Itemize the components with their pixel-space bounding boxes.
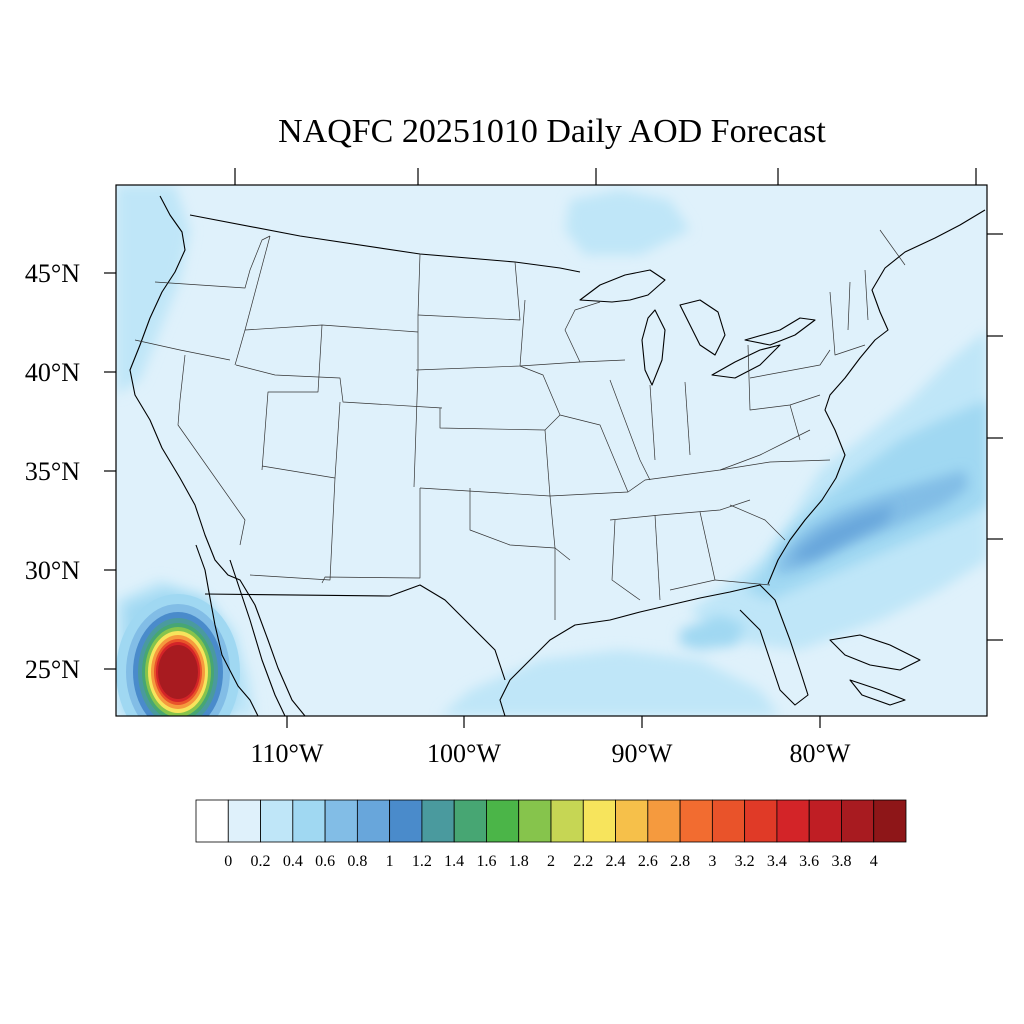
colorbar-label: 1.8	[509, 853, 529, 870]
state-boundaries	[134, 229, 906, 620]
colorbar-label: 2.8	[670, 853, 690, 870]
colorbar-swatch	[453, 799, 487, 843]
colorbar-swatch	[711, 799, 746, 843]
colorbar-label: 3.6	[799, 853, 819, 870]
aod-colorbar: 0 0.2 0.4 0.6 0.8 1 1.2 1.4 1.6 1.8 2 2.2 2.4 2.6 2.8 3…	[195, 799, 907, 870]
colorbar-label: 2	[547, 853, 555, 870]
colorbar-swatch	[518, 799, 552, 843]
colorbar-swatch	[873, 799, 907, 843]
lat-label: 45°N	[25, 259, 80, 288]
aod-baja-plume	[116, 594, 240, 716]
colorbar-swatch	[744, 799, 778, 843]
colorbar-label: 2.4	[606, 853, 626, 870]
map-title: NAQFC 20251010 Daily AOD Forecast	[278, 113, 826, 150]
lon-label: 80°W	[790, 739, 851, 768]
colorbar-label: 1.4	[444, 853, 464, 870]
colorbar-swatch	[647, 799, 681, 843]
colorbar-swatch	[421, 799, 455, 843]
lat-label: 40°N	[25, 358, 80, 387]
lat-label: 35°N	[25, 457, 80, 486]
aod-atlantic-core	[790, 505, 895, 562]
colorbar-label: 0.4	[283, 853, 303, 870]
colorbar-label: 0	[224, 853, 232, 870]
lat-label: 25°N	[25, 655, 80, 684]
colorbar-label: 2.2	[573, 853, 593, 870]
colorbar-label: 3.2	[735, 853, 755, 870]
map-panel	[116, 185, 987, 716]
colorbar-label: 0.2	[251, 853, 271, 870]
colorbar-swatch	[679, 799, 713, 843]
lat-label: 30°N	[25, 556, 80, 585]
colorbar-label: 1.2	[412, 853, 432, 870]
map-frame	[115, 184, 988, 717]
colorbar-label: 3.4	[767, 853, 787, 870]
colorbar-label: 4	[870, 853, 878, 870]
colorbar-swatch	[486, 799, 520, 843]
coastlines	[129, 195, 986, 716]
colorbar-swatch	[808, 799, 842, 843]
colorbar-swatch	[195, 799, 229, 843]
colorbar-swatch	[841, 799, 875, 843]
colorbar-label: 0.6	[315, 853, 335, 870]
lon-label: 100°W	[427, 739, 501, 768]
colorbar-swatch	[356, 799, 391, 843]
colorbar-swatch	[227, 799, 261, 843]
colorbar-label: 1	[386, 853, 394, 870]
lon-label: 110°W	[251, 739, 324, 768]
colorbar-label: 2.6	[638, 853, 658, 870]
lon-label: 90°W	[612, 739, 673, 768]
colorbar-swatch	[615, 799, 649, 843]
colorbar-label: 3	[708, 853, 716, 870]
colorbar-swatch	[324, 799, 358, 843]
colorbar-swatch	[776, 799, 810, 843]
colorbar-label: 3.8	[831, 853, 851, 870]
latitude-labels: 45°N 40°N 35°N 30°N 25°N	[25, 259, 80, 684]
colorbar-label: 0.8	[347, 853, 367, 870]
longitude-labels: 110°W 100°W 90°W 80°W	[251, 739, 851, 768]
colorbar-swatch	[260, 799, 294, 843]
colorbar-label: 1.6	[476, 853, 496, 870]
map-ticks	[104, 168, 1003, 728]
colorbar-swatch	[550, 799, 584, 843]
colorbar-swatch	[292, 799, 326, 843]
colorbar-swatch	[582, 799, 616, 843]
colorbar-swatch	[389, 799, 423, 843]
